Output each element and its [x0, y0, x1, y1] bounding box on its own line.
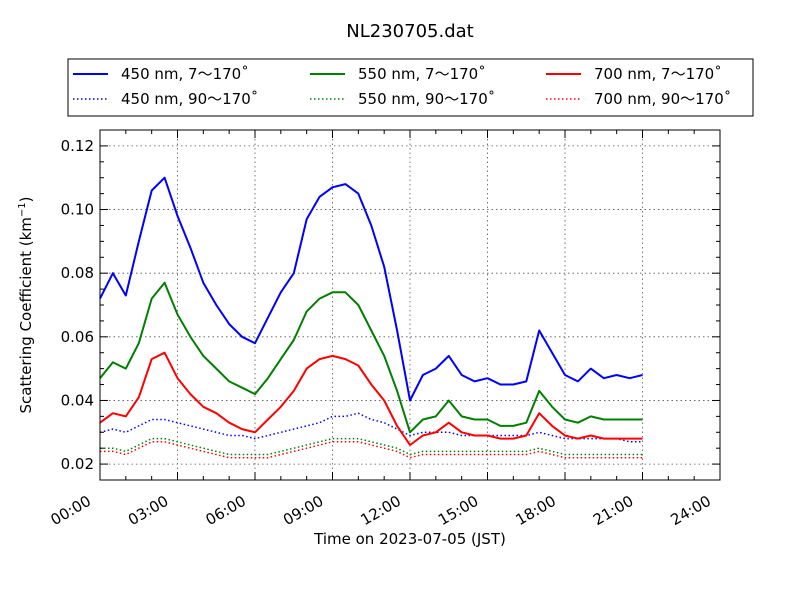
ticks: 00:00 03:00 06:00 09:00 12:00 15:00 18:00 21:00…: [48, 130, 721, 529]
y-axis-label-close: ): [17, 196, 35, 202]
series-line-1: [99, 176, 643, 402]
y-tick-label: 0.04: [61, 391, 94, 409]
legend: 450 nm, 7～170˚ 550 nm, 7～170˚ 700 nm, 7～17…: [67, 58, 754, 117]
y-tick-label: 0.12: [61, 137, 94, 155]
y-axis-label: Scattering Coefficient (km−1): [17, 196, 35, 413]
x-tick-label: 24:00: [668, 492, 714, 529]
series-line-2: [99, 412, 643, 443]
x-tick-label: 21:00: [590, 492, 636, 529]
legend-label-5: 700 nm, 7～170˚: [594, 65, 722, 83]
x-tick-label: 03:00: [125, 492, 171, 529]
series-line-3: [99, 281, 643, 434]
x-tick-label: 06:00: [203, 492, 249, 529]
legend-label-6: 700 nm, 90～170˚: [594, 90, 731, 108]
series-line-6: [100, 441, 643, 459]
x-tick-label: 18:00: [513, 492, 559, 529]
grid: [100, 130, 720, 480]
x-axis-label: Time on 2023-07-05 (JST): [313, 530, 506, 548]
y-tick-label: 0.06: [61, 328, 94, 346]
series-layer: [99, 176, 643, 459]
x-tick-label: 09:00: [280, 492, 326, 529]
legend-label-4: 550 nm, 90～170˚: [358, 90, 495, 108]
legend-box: [67, 58, 754, 117]
legend-label-2: 450 nm, 90～170˚: [121, 90, 258, 108]
y-axis-label-exponent: −1: [17, 202, 28, 217]
y-axis-label-main: Scattering Coefficient (km: [17, 217, 35, 413]
x-tick-label: 12:00: [358, 492, 404, 529]
x-tick-label: 00:00: [48, 492, 94, 529]
y-tick-label: 0.10: [61, 201, 94, 219]
legend-label-1: 450 nm, 7～170˚: [121, 65, 249, 83]
legend-label-3: 550 nm, 7～170˚: [358, 65, 486, 83]
x-tick-label: 15:00: [435, 492, 481, 529]
series-line-5: [99, 351, 643, 446]
chart-title: NL230705.dat: [346, 21, 473, 42]
y-tick-label: 0.02: [61, 455, 94, 473]
y-tick-label: 0.08: [61, 264, 94, 282]
